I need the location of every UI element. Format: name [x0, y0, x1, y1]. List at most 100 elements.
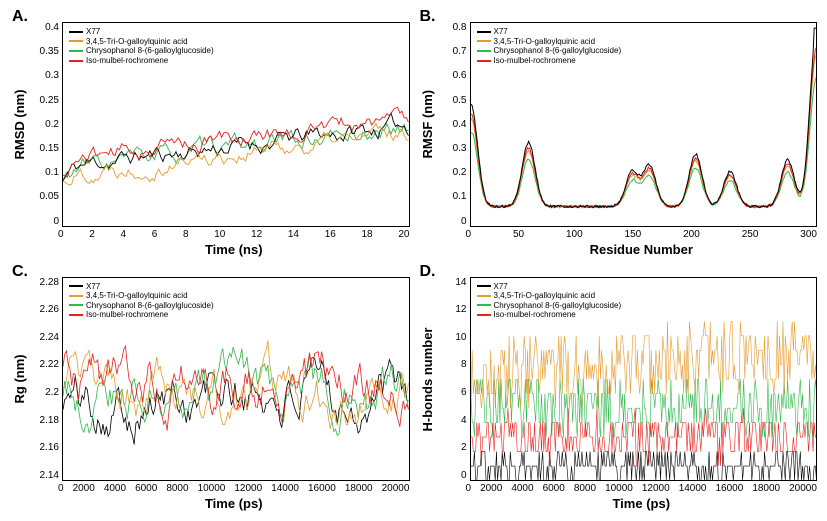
tick-label: 0 [466, 229, 472, 240]
tick-label: 10000 [198, 483, 226, 494]
legend-b: X773,4,5-Tri-O-galloylquinic acidChrysop… [477, 27, 622, 65]
tick-label: 0 [437, 216, 467, 227]
legend-item: Iso-mulbel-rochromene [69, 310, 214, 320]
legend-c: X773,4,5-Tri-O-galloylquinic acidChrysop… [69, 282, 214, 320]
plot-area-d: X773,4,5-Tri-O-galloylquinic acidChrysop… [470, 277, 818, 482]
tick-label: 18 [362, 229, 373, 240]
legend-swatch [69, 40, 83, 42]
legend-label: Chrysophanol 8-(6-galloylglucoside) [494, 301, 622, 311]
tick-label: 0 [466, 483, 472, 494]
legend-item: Chrysophanol 8-(6-galloylglucoside) [69, 46, 214, 56]
legend-swatch [69, 285, 83, 287]
legend-swatch [477, 304, 491, 306]
tick-label: 2 [437, 442, 467, 453]
tick-label: 20000 [789, 483, 817, 494]
legend-label: Iso-mulbel-rochromene [494, 56, 576, 66]
yaxis-a: 0.40.350.30.250.20.150.10.050 [29, 22, 62, 227]
legend-item: 3,4,5-Tri-O-galloylquinic acid [477, 37, 622, 47]
tick-label: 12 [251, 229, 262, 240]
tick-label: 14000 [271, 483, 299, 494]
tick-label: 0 [58, 483, 64, 494]
legend-label: 3,4,5-Tri-O-galloylquinic acid [86, 291, 188, 301]
legend-item: X77 [477, 282, 622, 292]
plot-area-c: X773,4,5-Tri-O-galloylquinic acidChrysop… [62, 277, 410, 482]
tick-label: 0.3 [29, 70, 59, 81]
tick-label: 6 [437, 387, 467, 398]
xaxis-a: 02468101214161820 [58, 227, 410, 240]
legend-item: Iso-mulbel-rochromene [477, 56, 622, 66]
legend-swatch [69, 60, 83, 62]
tick-label: 16 [325, 229, 336, 240]
tick-label: 2.22 [29, 359, 59, 370]
legend-label: Iso-mulbel-rochromene [86, 310, 168, 320]
tick-label: 14 [288, 229, 299, 240]
tick-label: 4000 [104, 483, 126, 494]
tick-label: 4 [437, 415, 467, 426]
tick-label: 14000 [679, 483, 707, 494]
legend-swatch [69, 31, 83, 33]
legend-label: X77 [86, 282, 100, 292]
tick-label: 0.05 [29, 191, 59, 202]
legend-swatch [69, 295, 83, 297]
tick-label: 0.2 [29, 119, 59, 130]
legend-item: 3,4,5-Tri-O-galloylquinic acid [69, 37, 214, 47]
legend-label: 3,4,5-Tri-O-galloylquinic acid [86, 37, 188, 47]
tick-label: 18000 [752, 483, 780, 494]
tick-label: 8 [437, 359, 467, 370]
tick-label: 300 [800, 229, 817, 240]
tick-label: 10 [437, 332, 467, 343]
plot-area-b: X773,4,5-Tri-O-galloylquinic acidChrysop… [470, 22, 818, 227]
tick-label: 2.16 [29, 442, 59, 453]
panel-d: D. H-bonds number 14121086420 X773,4,5-T… [418, 265, 818, 512]
tick-label: 14 [437, 277, 467, 288]
tick-label: 8000 [166, 483, 188, 494]
legend-swatch [69, 50, 83, 52]
legend-item: Iso-mulbel-rochromene [69, 56, 214, 66]
yaxis-d: 14 12 10 8 6 4 2 0 [437, 277, 470, 482]
legend-label: Iso-mulbel-rochromene [86, 56, 168, 66]
legend-swatch [477, 40, 491, 42]
legend-item: 3,4,5-Tri-O-galloylquinic acid [69, 291, 214, 301]
tick-label: 0.7 [437, 46, 467, 57]
xlabel: Time (ns) [58, 240, 410, 257]
legend-item: Chrysophanol 8-(6-galloylglucoside) [69, 301, 214, 311]
tick-label: 6000 [543, 483, 565, 494]
tick-label: 2.28 [29, 277, 59, 288]
legend-d: X773,4,5-Tri-O-galloylquinic acidChrysop… [477, 282, 622, 320]
ylabel: H-bonds number [418, 277, 437, 482]
tick-label: 150 [625, 229, 642, 240]
tick-label: 2.18 [29, 415, 59, 426]
tick-label: 2.2 [29, 387, 59, 398]
legend-label: Chrysophanol 8-(6-galloylglucoside) [494, 46, 622, 56]
legend-swatch [477, 314, 491, 316]
tick-label: 10000 [605, 483, 633, 494]
tick-label: 8 [183, 229, 189, 240]
xaxis-d: 0200040006000800010000120001400016000180… [466, 481, 818, 494]
legend-swatch [69, 304, 83, 306]
legend-label: Chrysophanol 8-(6-galloylglucoside) [86, 46, 214, 56]
tick-label: 12 [437, 304, 467, 315]
tick-label: 20 [398, 229, 409, 240]
tick-label: 12000 [642, 483, 670, 494]
legend-label: X77 [86, 27, 100, 37]
legend-swatch [477, 31, 491, 33]
legend-item: 3,4,5-Tri-O-galloylquinic acid [477, 291, 622, 301]
tick-label: 0 [29, 216, 59, 227]
tick-label: 0.1 [437, 191, 467, 202]
legend-item: Iso-mulbel-rochromene [477, 310, 622, 320]
legend-swatch [477, 50, 491, 52]
tick-label: 8000 [574, 483, 596, 494]
tick-label: 20000 [382, 483, 410, 494]
legend-swatch [477, 295, 491, 297]
tick-label: 0 [437, 470, 467, 481]
tick-label: 0.5 [437, 95, 467, 106]
tick-label: 4000 [511, 483, 533, 494]
tick-label: 2.24 [29, 332, 59, 343]
xlabel: Time (ps) [58, 494, 410, 511]
chart-grid: A. RMSD (nm) 0.40.350.30.250.20.150.10.0… [10, 10, 817, 511]
ylabel: RMSF (nm) [418, 22, 437, 227]
legend-swatch [477, 60, 491, 62]
xlabel: Time (ps) [466, 494, 818, 511]
tick-label: 6000 [135, 483, 157, 494]
tick-label: 2 [89, 229, 95, 240]
